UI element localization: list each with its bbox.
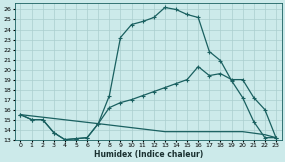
X-axis label: Humidex (Indice chaleur): Humidex (Indice chaleur) [93,150,203,159]
